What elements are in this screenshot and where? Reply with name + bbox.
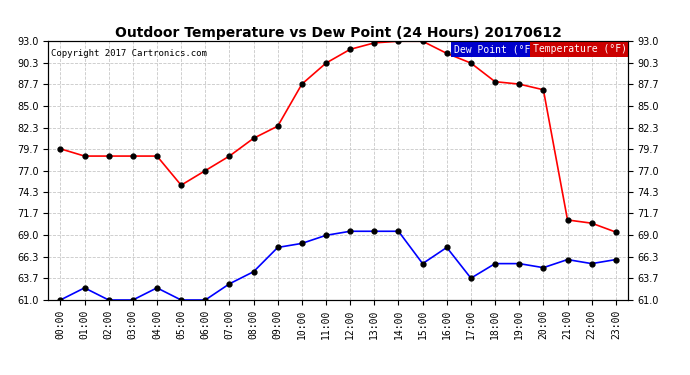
Text: Temperature (°F): Temperature (°F)	[533, 44, 627, 54]
Title: Outdoor Temperature vs Dew Point (24 Hours) 20170612: Outdoor Temperature vs Dew Point (24 Hou…	[115, 26, 562, 40]
Text: Dew Point (°F): Dew Point (°F)	[454, 44, 537, 54]
Text: Copyright 2017 Cartronics.com: Copyright 2017 Cartronics.com	[51, 49, 207, 58]
